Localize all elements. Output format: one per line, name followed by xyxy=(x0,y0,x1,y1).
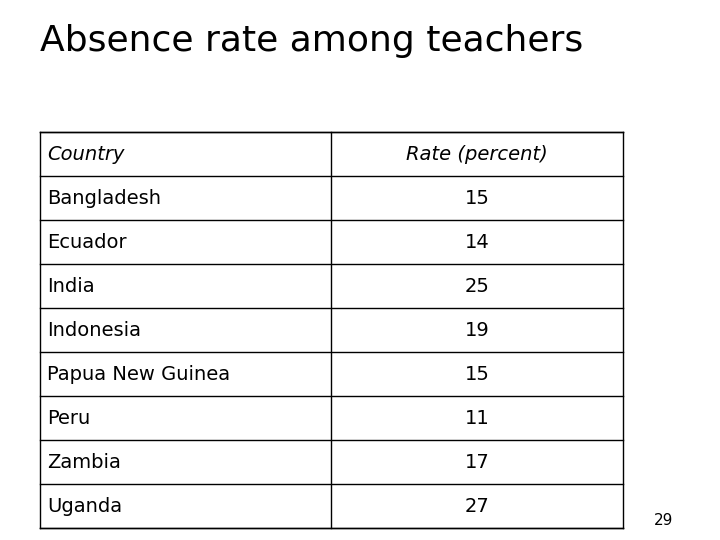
Text: 27: 27 xyxy=(464,497,490,516)
Text: 14: 14 xyxy=(464,233,490,252)
Text: Bangladesh: Bangladesh xyxy=(47,189,161,208)
Text: 19: 19 xyxy=(464,321,490,340)
Text: 11: 11 xyxy=(464,409,490,428)
Text: 15: 15 xyxy=(464,364,490,384)
Text: Ecuador: Ecuador xyxy=(47,233,127,252)
Text: Uganda: Uganda xyxy=(47,497,122,516)
Text: Peru: Peru xyxy=(47,409,90,428)
Text: Indonesia: Indonesia xyxy=(47,321,141,340)
Text: 29: 29 xyxy=(654,513,673,528)
Text: 25: 25 xyxy=(464,276,490,296)
Text: 15: 15 xyxy=(464,189,490,208)
Text: 17: 17 xyxy=(464,453,490,471)
Text: Zambia: Zambia xyxy=(47,453,121,471)
Text: Rate (percent): Rate (percent) xyxy=(406,145,548,164)
Text: India: India xyxy=(47,276,94,296)
Text: Papua New Guinea: Papua New Guinea xyxy=(47,364,230,384)
Text: Country: Country xyxy=(47,145,124,164)
Text: Absence rate among teachers: Absence rate among teachers xyxy=(40,24,583,58)
